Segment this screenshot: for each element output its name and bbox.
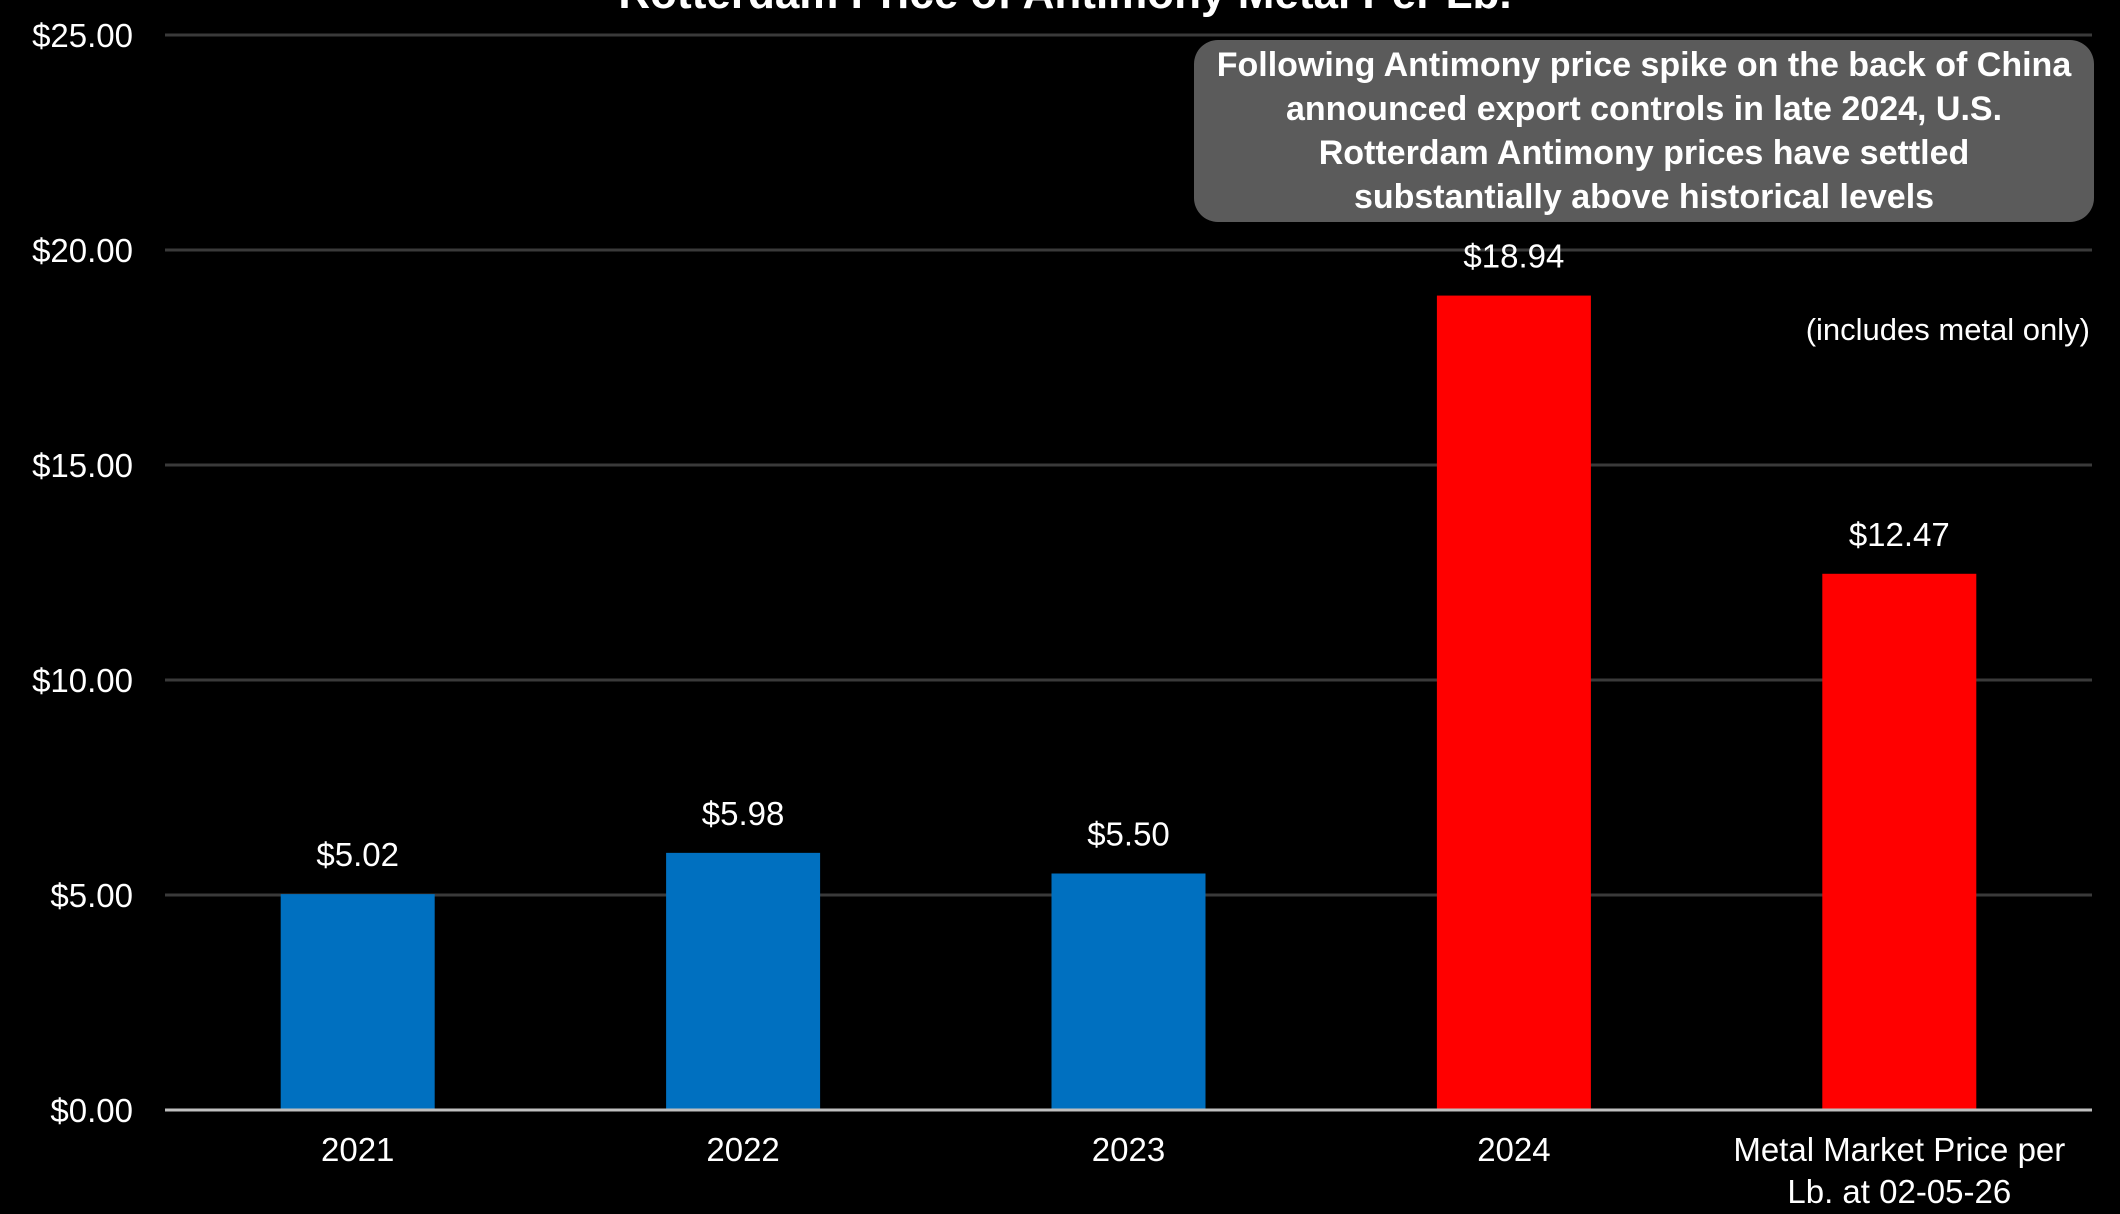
x-tick-label-line: 2024 xyxy=(1477,1131,1550,1168)
x-tick-label-line: 2022 xyxy=(706,1131,779,1168)
x-tick-label-line: 2021 xyxy=(321,1131,394,1168)
y-tick-label: $15.00 xyxy=(32,447,133,484)
data-label: $5.98 xyxy=(702,795,785,832)
data-label: $5.50 xyxy=(1087,816,1170,853)
x-tick-label: Metal Market Price per Lb. at 02-05-26 xyxy=(1733,1131,2065,1209)
bars xyxy=(280,295,1977,1111)
bar xyxy=(1436,295,1591,1111)
x-tick-label: 2021 xyxy=(321,1131,394,1168)
x-tick-label-line: Metal Market Price per xyxy=(1733,1131,2065,1168)
chart-title: Rotterdam Price of Antimony Metal Per Lb… xyxy=(618,0,1511,18)
x-tick-label: 2024 xyxy=(1477,1131,1550,1168)
y-axis-tick-labels: $0.00 $5.00 $10.00 $15.00 $20.00 $25.00 xyxy=(32,17,133,1129)
x-tick-label: 2023 xyxy=(1092,1131,1165,1168)
y-tick-label: $5.00 xyxy=(50,877,133,914)
data-labels: $5.02 $5.98 $5.50 $18.94 $12.47 xyxy=(316,238,1949,874)
annotation-callout: Following Antimony price spike on the ba… xyxy=(1194,40,2094,222)
y-tick-label: $20.00 xyxy=(32,232,133,269)
y-tick-label: $10.00 xyxy=(32,662,133,699)
y-tick-label: $25.00 xyxy=(32,17,133,54)
bar xyxy=(1822,573,1977,1110)
bar xyxy=(1051,873,1206,1110)
x-axis-tick-labels: 2021 2022 2023 2024 Metal Market Price per Lb… xyxy=(321,1131,2065,1210)
bar xyxy=(666,852,821,1110)
x-tick-label-line: 2023 xyxy=(1092,1131,1165,1168)
bar xyxy=(280,894,435,1110)
annotation-note: (includes metal only) xyxy=(1805,312,2090,347)
data-label: $12.47 xyxy=(1849,516,1950,553)
data-label: $18.94 xyxy=(1463,238,1564,275)
x-tick-label-line: Lb. at 02-05-26 xyxy=(1787,1173,2011,1209)
x-tick-label: 2022 xyxy=(706,1131,779,1168)
y-tick-label: $0.00 xyxy=(50,1092,133,1129)
data-label: $5.02 xyxy=(316,836,399,873)
